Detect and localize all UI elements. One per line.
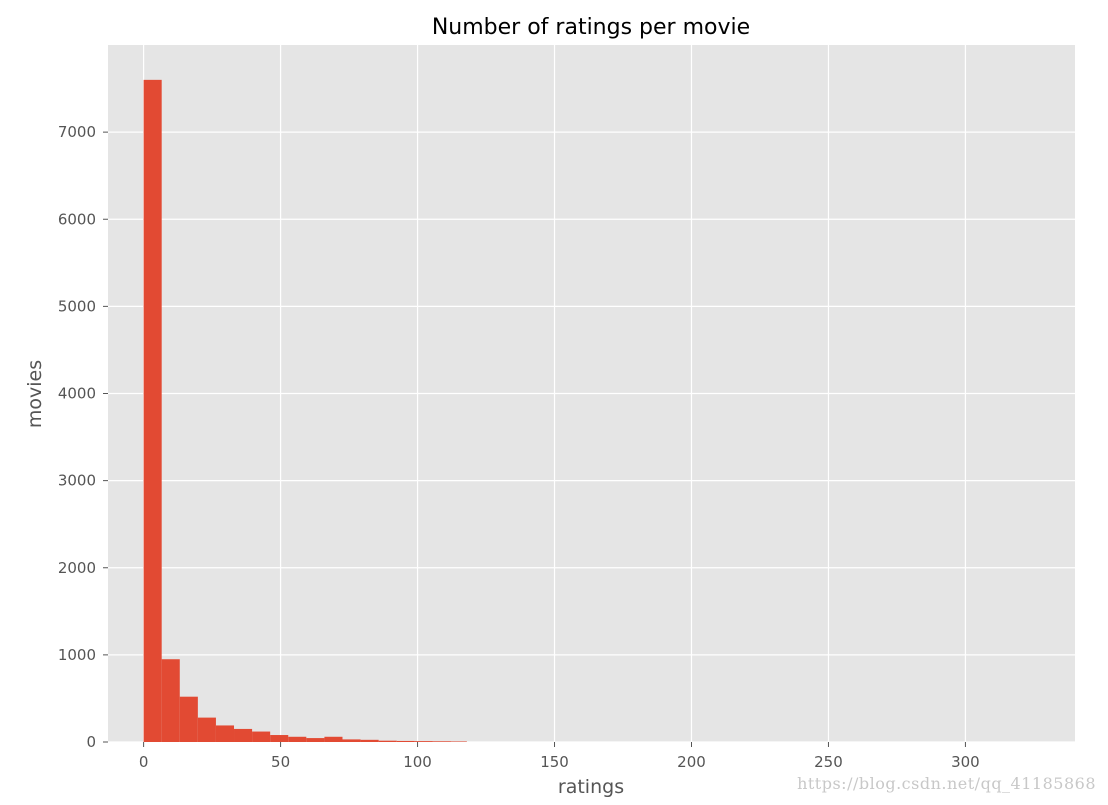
histogram-bar: [306, 738, 325, 742]
y-tick-label: 1000: [58, 646, 96, 664]
x-tick-label: 150: [540, 753, 569, 771]
histogram-bar: [161, 659, 180, 742]
histogram-bars: [143, 79, 467, 743]
x-axis-ticks: 0 50 100 150 200 250 300: [139, 742, 980, 771]
histogram-bar: [450, 741, 467, 742]
histogram-bar: [378, 740, 397, 742]
histogram-bar: [414, 741, 433, 742]
y-tick-label: 7000: [58, 123, 96, 141]
x-tick-label: 0: [139, 753, 149, 771]
y-axis-label: movies: [24, 360, 46, 428]
histogram-bar: [215, 725, 235, 742]
histogram-bar: [252, 731, 271, 742]
histogram-bar: [342, 739, 361, 742]
y-axis-ticks: 0 1000 2000 3000 4000 5000 6000 7000: [58, 123, 108, 751]
y-tick-label: 5000: [58, 297, 96, 315]
x-tick-label: 100: [403, 753, 432, 771]
y-tick-label: 6000: [58, 210, 96, 228]
y-tick-label: 2000: [58, 559, 96, 577]
histogram-bar: [234, 728, 253, 742]
histogram-bar: [360, 739, 379, 742]
x-tick-label: 250: [814, 753, 843, 771]
watermark-text: https://blog.csdn.net/qq_41185868: [797, 774, 1096, 793]
histogram-bar: [270, 735, 289, 742]
x-tick-label: 300: [951, 753, 980, 771]
chart-title: Number of ratings per movie: [432, 15, 750, 40]
histogram-bar: [143, 79, 162, 743]
y-tick-label: 0: [86, 733, 96, 751]
x-tick-label: 50: [271, 753, 290, 771]
x-tick-label: 200: [677, 753, 706, 771]
x-axis-label: ratings: [558, 776, 624, 798]
histogram-bar: [197, 717, 216, 742]
histogram-bar: [179, 696, 198, 742]
histogram-bar: [432, 741, 451, 742]
histogram-bar: [396, 740, 415, 742]
y-tick-label: 4000: [58, 385, 96, 403]
histogram-bar: [288, 736, 307, 742]
y-tick-label: 3000: [58, 472, 96, 490]
histogram-bar: [324, 736, 343, 742]
